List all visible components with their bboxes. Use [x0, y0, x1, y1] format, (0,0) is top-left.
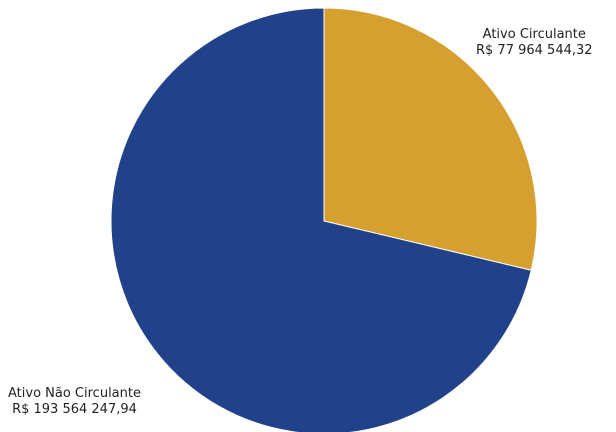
label-ativo-nao-circulante: Ativo Não Circulante R$ 193 564 247,94	[8, 386, 141, 418]
pie-slice-ativo-circulante	[323, 7, 538, 271]
label-ativo-circulante: Ativo Circulante R$ 77 964 544,32	[476, 27, 593, 59]
label-value: R$ 77 964 544,32	[476, 43, 593, 58]
label-value: R$ 193 564 247,94	[12, 402, 137, 417]
label-name: Ativo Não Circulante	[8, 386, 141, 401]
pie-slice-ativo-nao-circulante	[110, 7, 532, 432]
label-name: Ativo Circulante	[482, 27, 586, 42]
